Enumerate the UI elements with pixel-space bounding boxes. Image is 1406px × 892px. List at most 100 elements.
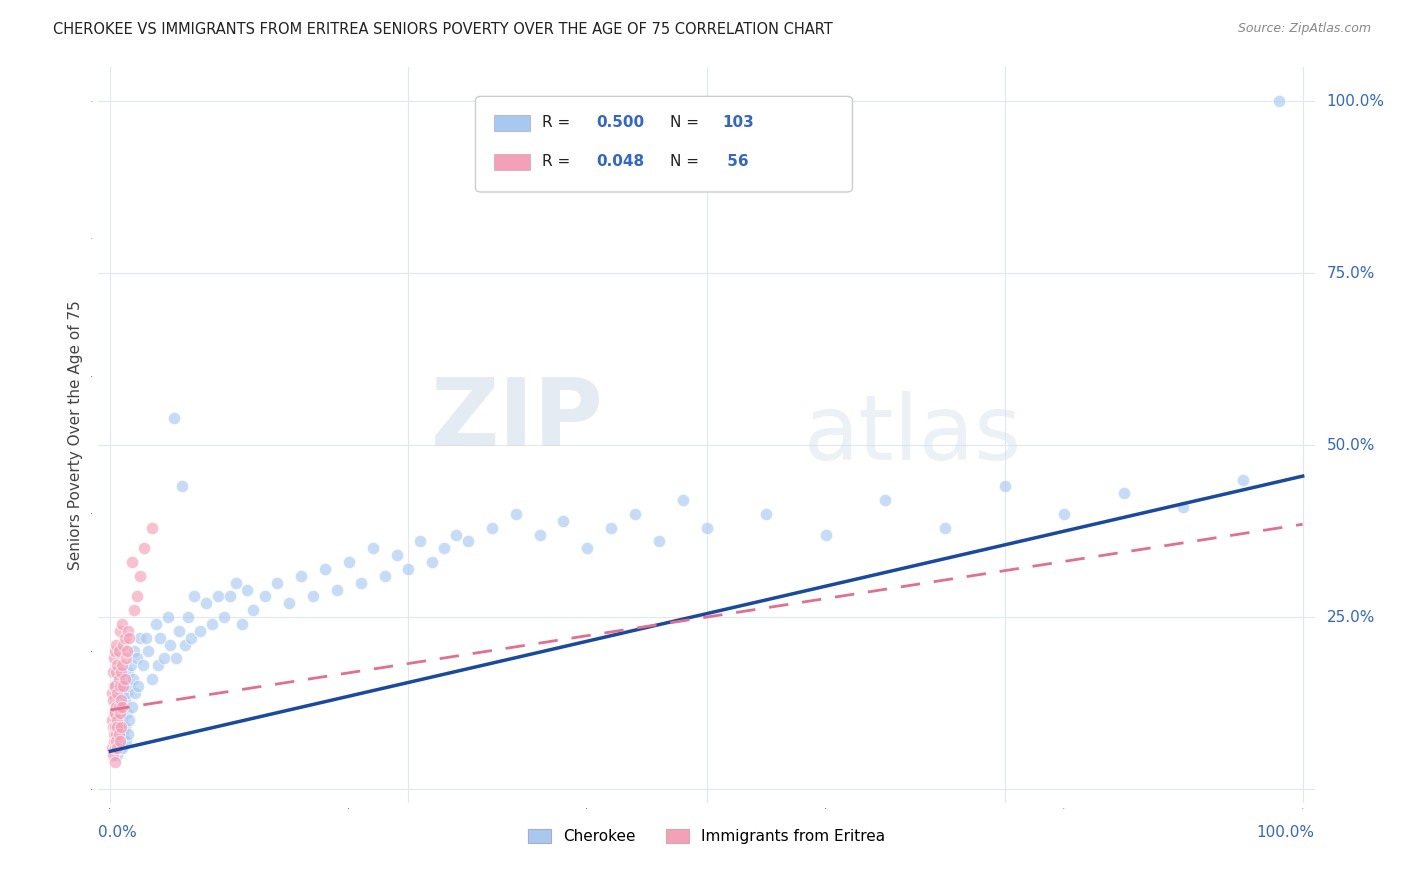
Point [107, 720, 129, 734]
Point [108, 740, 131, 755]
Point [145, 617, 167, 632]
Text: 100.0%: 100.0% [1257, 825, 1315, 840]
Point [118, 713, 141, 727]
Point [350, 575, 373, 590]
Point [170, 479, 193, 493]
Point [361, 541, 384, 556]
Point [156, 610, 179, 624]
Point [141, 672, 163, 686]
Point [934, 521, 956, 535]
Point [104, 740, 127, 755]
Point [103, 706, 125, 721]
Point [814, 527, 837, 541]
Point [111, 699, 134, 714]
Point [107, 747, 129, 762]
Point [135, 631, 157, 645]
Point [875, 493, 897, 508]
Point [104, 679, 127, 693]
Point [385, 548, 408, 562]
Point [118, 679, 141, 693]
Point [174, 638, 197, 652]
Point [114, 692, 136, 706]
Point [122, 603, 145, 617]
Point [153, 651, 176, 665]
Point [114, 672, 136, 686]
Text: 56: 56 [723, 153, 749, 169]
Point [207, 590, 229, 604]
Point [101, 692, 124, 706]
Point [104, 755, 127, 769]
FancyBboxPatch shape [494, 115, 530, 131]
Point [120, 658, 142, 673]
Point [105, 727, 128, 741]
Point [101, 720, 124, 734]
Point [107, 713, 129, 727]
FancyBboxPatch shape [494, 153, 530, 170]
Point [112, 679, 135, 693]
Point [266, 575, 288, 590]
Text: 25.0%: 25.0% [1327, 609, 1375, 624]
Point [236, 582, 259, 597]
Point [117, 665, 139, 680]
Point [122, 644, 145, 658]
Point [127, 679, 149, 693]
Point [529, 527, 551, 541]
FancyBboxPatch shape [475, 96, 852, 192]
Text: N =: N = [671, 114, 704, 129]
Point [107, 699, 129, 714]
Point [115, 686, 138, 700]
Point [278, 596, 301, 610]
Point [141, 521, 163, 535]
Point [231, 617, 253, 632]
Point [117, 727, 139, 741]
Point [103, 727, 125, 741]
Point [104, 706, 127, 721]
Text: 0.500: 0.500 [596, 114, 644, 129]
Point [107, 658, 129, 673]
Point [103, 679, 125, 693]
Point [108, 720, 131, 734]
Text: 0.0%: 0.0% [98, 825, 138, 840]
Point [107, 692, 129, 706]
Point [124, 686, 146, 700]
Point [112, 679, 135, 693]
Text: ZIP: ZIP [430, 374, 603, 467]
Point [755, 507, 778, 521]
Point [114, 720, 136, 734]
Point [1173, 500, 1195, 514]
Point [146, 658, 169, 673]
Point [121, 555, 143, 569]
Point [107, 686, 129, 700]
Text: Source: ZipAtlas.com: Source: ZipAtlas.com [1237, 22, 1371, 36]
Point [600, 521, 623, 535]
Point [110, 665, 132, 680]
Point [1232, 473, 1254, 487]
Point [105, 679, 128, 693]
Point [125, 651, 148, 665]
Point [218, 590, 240, 604]
Text: 103: 103 [723, 114, 754, 129]
Point [177, 610, 200, 624]
Point [107, 713, 129, 727]
Point [457, 534, 479, 549]
Point [103, 734, 125, 748]
Point [326, 582, 349, 597]
Point [105, 665, 128, 680]
Text: 50.0%: 50.0% [1327, 438, 1375, 452]
Point [225, 575, 247, 590]
Point [138, 644, 160, 658]
Point [111, 713, 134, 727]
Point [111, 617, 134, 632]
Point [112, 638, 135, 652]
Point [165, 651, 187, 665]
Point [433, 541, 456, 556]
Point [104, 720, 127, 734]
Point [105, 727, 128, 741]
Point [118, 631, 141, 645]
Point [108, 686, 131, 700]
Point [105, 699, 128, 714]
Point [420, 555, 443, 569]
Point [696, 521, 718, 535]
Point [117, 624, 139, 638]
Text: R =: R = [543, 114, 575, 129]
